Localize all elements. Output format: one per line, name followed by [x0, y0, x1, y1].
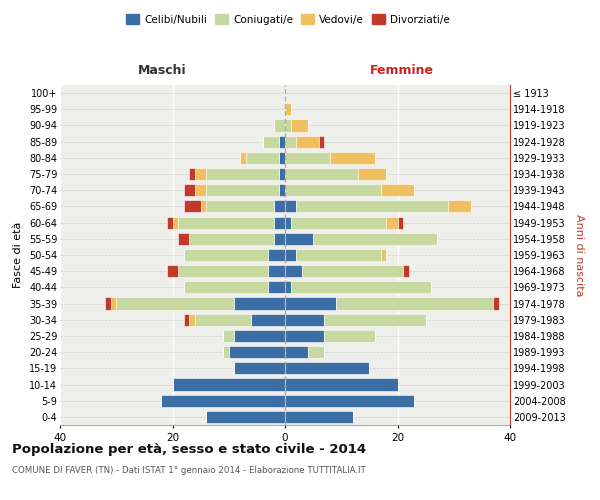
Bar	[493, 298, 499, 310]
Bar	[380, 249, 386, 261]
Bar	[274, 120, 285, 132]
Bar	[206, 411, 285, 423]
Bar	[285, 411, 353, 423]
Bar	[280, 152, 285, 164]
Bar	[195, 168, 206, 180]
Bar	[206, 184, 280, 196]
Bar	[285, 346, 308, 358]
Bar	[296, 200, 448, 212]
Bar	[285, 103, 290, 116]
Bar	[268, 265, 285, 278]
Bar	[313, 232, 437, 245]
Bar	[274, 232, 285, 245]
Bar	[280, 184, 285, 196]
Bar	[200, 200, 206, 212]
Bar	[251, 314, 285, 326]
Bar	[195, 184, 206, 196]
Bar	[285, 120, 290, 132]
Bar	[403, 265, 409, 278]
Bar	[285, 265, 302, 278]
Bar	[280, 136, 285, 147]
Bar	[325, 314, 425, 326]
Bar	[358, 168, 386, 180]
Bar	[195, 314, 251, 326]
Bar	[330, 152, 375, 164]
Bar	[184, 314, 190, 326]
Bar	[285, 394, 415, 407]
Bar	[173, 378, 285, 390]
Bar	[206, 168, 280, 180]
Bar	[290, 120, 308, 132]
Bar	[235, 362, 285, 374]
Bar	[290, 216, 386, 228]
Bar	[229, 346, 285, 358]
Bar	[285, 314, 325, 326]
Text: Maschi: Maschi	[137, 64, 187, 78]
Bar	[285, 362, 370, 374]
Bar	[190, 232, 274, 245]
Bar	[285, 249, 296, 261]
Bar	[285, 152, 330, 164]
Bar	[285, 282, 290, 294]
Bar	[178, 216, 274, 228]
Bar	[190, 314, 195, 326]
Bar	[386, 216, 398, 228]
Bar	[184, 200, 200, 212]
Bar	[167, 265, 178, 278]
Bar	[319, 136, 325, 147]
Bar	[280, 168, 285, 180]
Bar	[285, 168, 358, 180]
Bar	[285, 184, 380, 196]
Bar	[223, 330, 235, 342]
Bar	[398, 216, 403, 228]
Y-axis label: Anni di nascita: Anni di nascita	[574, 214, 584, 296]
Bar	[184, 184, 195, 196]
Bar	[285, 216, 290, 228]
Bar	[308, 346, 325, 358]
Bar	[116, 298, 235, 310]
Bar	[380, 184, 415, 196]
Bar	[190, 168, 195, 180]
Bar	[274, 200, 285, 212]
Bar	[263, 136, 280, 147]
Bar	[105, 298, 110, 310]
Bar	[268, 249, 285, 261]
Y-axis label: Fasce di età: Fasce di età	[13, 222, 23, 288]
Bar	[184, 249, 268, 261]
Bar	[235, 298, 285, 310]
Text: Popolazione per età, sesso e stato civile - 2014: Popolazione per età, sesso e stato civil…	[12, 442, 366, 456]
Bar	[161, 394, 285, 407]
Bar	[178, 232, 190, 245]
Text: COMUNE DI FAVER (TN) - Dati ISTAT 1° gennaio 2014 - Elaborazione TUTTITALIA.IT: COMUNE DI FAVER (TN) - Dati ISTAT 1° gen…	[12, 466, 366, 475]
Bar	[335, 298, 493, 310]
Bar	[285, 330, 325, 342]
Bar	[285, 232, 313, 245]
Bar	[302, 265, 403, 278]
Bar	[268, 282, 285, 294]
Bar	[296, 249, 380, 261]
Bar	[290, 282, 431, 294]
Bar	[274, 216, 285, 228]
Bar	[285, 200, 296, 212]
Bar	[184, 282, 268, 294]
Bar	[223, 346, 229, 358]
Bar	[285, 298, 335, 310]
Bar	[240, 152, 245, 164]
Bar	[206, 200, 274, 212]
Legend: Celibi/Nubili, Coniugati/e, Vedovi/e, Divorziati/e: Celibi/Nubili, Coniugati/e, Vedovi/e, Di…	[122, 10, 454, 29]
Text: Femmine: Femmine	[370, 64, 434, 78]
Bar	[110, 298, 116, 310]
Bar	[173, 216, 178, 228]
Bar	[285, 378, 398, 390]
Bar	[296, 136, 319, 147]
Bar	[235, 330, 285, 342]
Bar	[325, 330, 375, 342]
Bar	[448, 200, 470, 212]
Bar	[285, 136, 296, 147]
Bar	[245, 152, 280, 164]
Bar	[178, 265, 268, 278]
Bar	[167, 216, 173, 228]
